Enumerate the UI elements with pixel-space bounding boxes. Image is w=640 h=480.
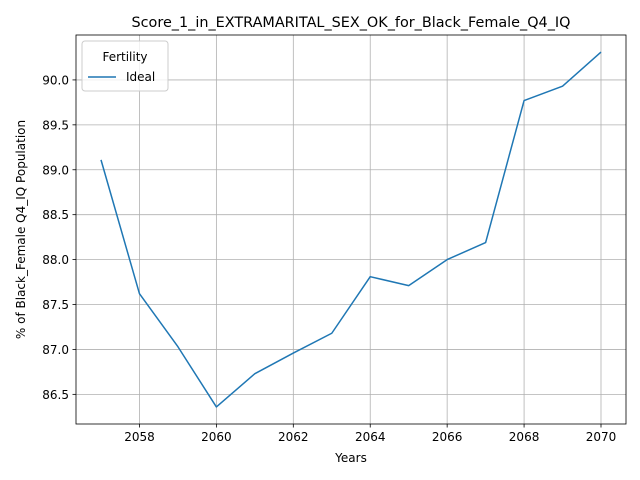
chart-title: Score_1_in_EXTRAMARITAL_SEX_OK_for_Black… [132,15,571,31]
y-tick-label: 90.0 [42,73,69,87]
x-axis-label: Years [334,451,367,465]
x-tick-label: 2064 [355,430,386,444]
x-tick-label: 2060 [201,430,232,444]
y-axis-ticks: 86.5 87.0 87.5 88.0 88.5 89.0 89.5 90.0 [42,73,76,402]
y-tick-label: 87.5 [42,298,69,312]
y-axis-label: % of Black_Female Q4_IQ Population [14,120,28,339]
plot-frame [75,34,627,425]
legend-box [81,40,169,92]
x-tick-label: 2062 [278,430,309,444]
x-tick-label: 2066 [432,430,463,444]
y-tick-label: 89.0 [42,163,69,177]
x-tick-label: 2068 [509,430,540,444]
x-tick-label: 2058 [124,430,155,444]
legend-title: Fertility [102,50,147,64]
y-tick-label: 87.0 [42,343,69,357]
legend-label-ideal: Ideal [126,70,155,84]
y-tick-label: 88.0 [42,253,69,267]
series-group [100,51,602,408]
y-tick-label: 88.5 [42,208,69,222]
legend: Fertility Ideal [81,40,169,92]
y-tick-label: 86.5 [42,388,69,402]
series-line-ideal [100,51,602,408]
x-axis-ticks: 2058 2060 2062 2064 2066 2068 2070 [124,424,616,444]
x-tick-label: 2070 [586,430,617,444]
y-tick-label: 89.5 [42,118,69,132]
